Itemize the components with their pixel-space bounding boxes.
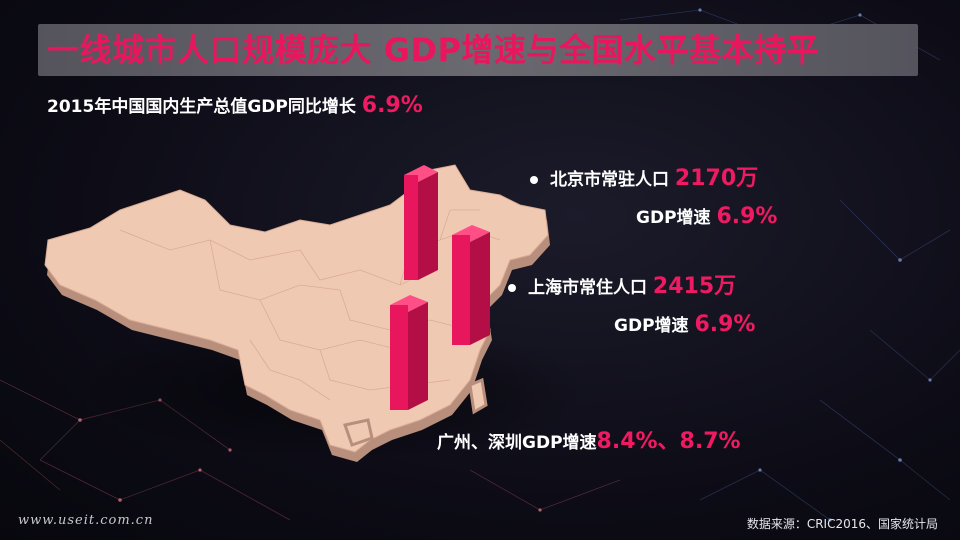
bullet-icon bbox=[530, 176, 538, 184]
shanghai-gdp: GDP增速 6.9% bbox=[614, 311, 755, 337]
beijing-gdp-label: GDP增速 bbox=[636, 208, 711, 228]
beijing-pop-value: 2170万 bbox=[674, 166, 759, 191]
subtitle-text: 2015年中国国内生产总值GDP同比增长 bbox=[47, 97, 356, 117]
bullet-icon bbox=[508, 284, 516, 292]
gz-sz-label: 广州、深圳GDP增速 bbox=[437, 433, 597, 453]
bar-beijing bbox=[404, 165, 438, 280]
beijing-gdp-value: 6.9% bbox=[716, 204, 778, 229]
shanghai-pop-value: 2415万 bbox=[652, 274, 737, 299]
gz-sz-value: 8.4%、8.7% bbox=[596, 429, 741, 454]
beijing-population: 北京市常驻人口 2170万 bbox=[530, 160, 758, 192]
guangzhou-shenzhen-gdp: 广州、深圳GDP增速8.4%、8.7% bbox=[437, 423, 741, 455]
beijing-pop-label: 北京市常驻人口 bbox=[550, 170, 669, 190]
subtitle-value: 6.9% bbox=[361, 93, 423, 118]
page-title: 一线城市人口规模庞大 GDP增速与全国水平基本持平 bbox=[47, 31, 819, 69]
province-borders bbox=[119, 209, 501, 401]
data-source: 数据来源：CRIC2016、国家统计局 bbox=[746, 517, 938, 531]
shanghai-pop-label: 上海市常住人口 bbox=[528, 278, 647, 298]
shanghai-gdp-label: GDP增速 bbox=[614, 316, 689, 336]
title-bar bbox=[38, 24, 918, 76]
shanghai-population: 上海市常住人口 2415万 bbox=[508, 268, 736, 300]
website-watermark: www.useit.com.cn bbox=[18, 513, 154, 528]
bar-guangzhou-shenzhen bbox=[390, 295, 428, 410]
map-hainan bbox=[343, 418, 374, 447]
subtitle: 2015年中国国内生产总值GDP同比增长 6.9% bbox=[47, 92, 423, 118]
map-taiwan bbox=[468, 377, 488, 415]
shanghai-gdp-value: 6.9% bbox=[694, 312, 756, 337]
bar-shanghai bbox=[452, 225, 490, 345]
beijing-gdp: GDP增速 6.9% bbox=[636, 203, 777, 229]
